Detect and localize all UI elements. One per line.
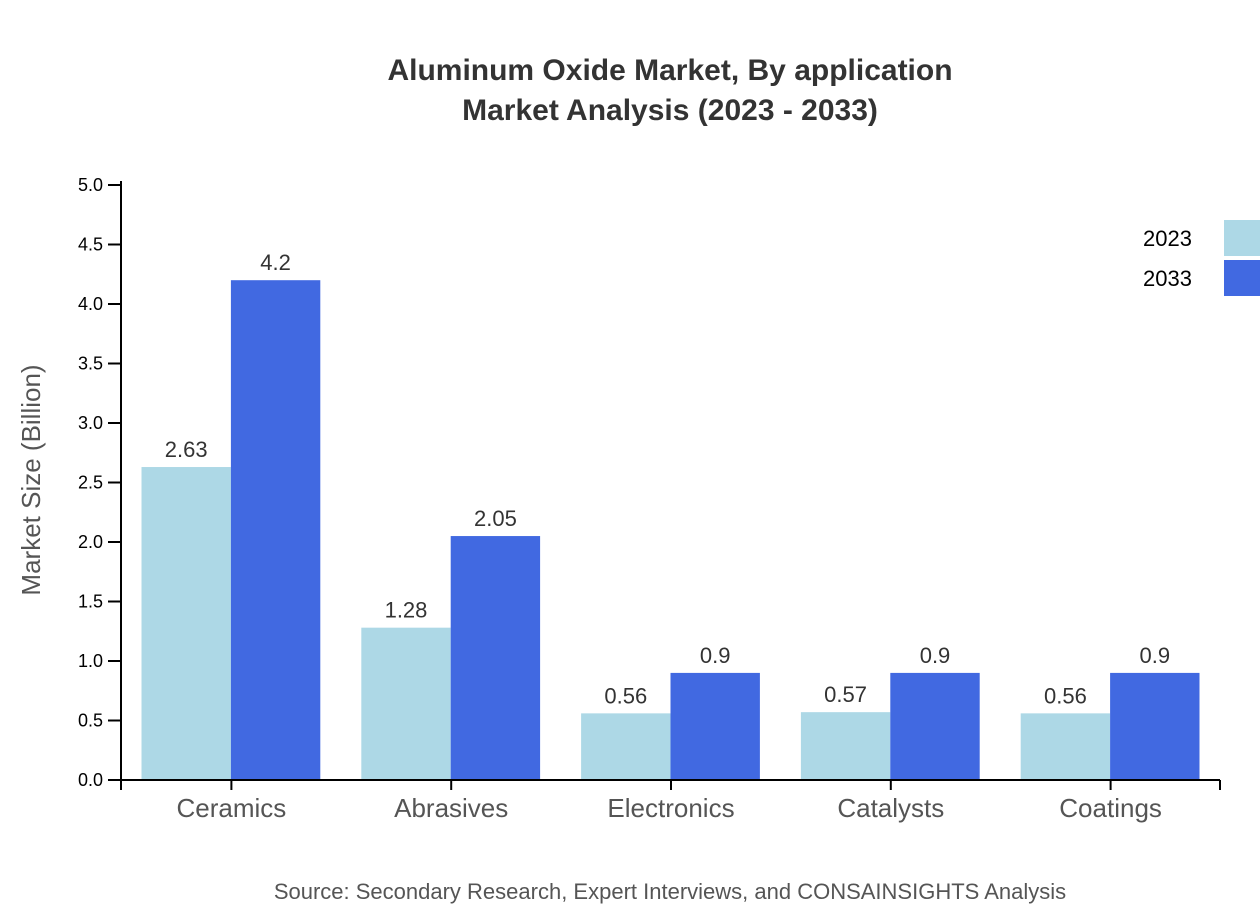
bar-value-label: 0.9	[1140, 643, 1171, 668]
bar-value-label: 0.57	[824, 682, 867, 707]
x-category-label: Catalysts	[837, 793, 944, 823]
bar-2033-electronics	[670, 672, 760, 780]
source-note: Source: Secondary Research, Expert Inter…	[274, 879, 1066, 904]
bar-2023-abrasives	[361, 627, 451, 780]
legend-label: 2033	[1143, 266, 1192, 291]
y-tick-label: 5.0	[78, 175, 103, 195]
bar-2023-coatings	[1020, 713, 1111, 780]
x-category-label: Ceramics	[177, 793, 287, 823]
bar-value-label: 0.56	[604, 683, 647, 708]
bar-value-label: 2.63	[165, 437, 208, 462]
bar-value-label: 0.9	[920, 643, 951, 668]
bar-2033-ceramics	[230, 280, 321, 780]
bar-2023-ceramics	[141, 467, 231, 780]
y-axis: 0.0 0.5 1.0 1.5 2.0 2.5 3.0 3.5 4.0 4.5 5.0	[78, 175, 122, 790]
y-tick-label: 3.5	[78, 354, 103, 374]
y-tick-label: 0.0	[78, 770, 103, 790]
bar-value-label: 1.28	[385, 598, 428, 623]
bar-value-label: 0.56	[1044, 683, 1087, 708]
legend-label: 2023	[1143, 226, 1192, 251]
bar-2023-electronics	[581, 713, 671, 780]
y-tick-label: 1.0	[78, 651, 103, 671]
y-tick-label: 1.5	[78, 592, 103, 612]
legend: 2023 2033	[1143, 220, 1260, 296]
x-category-label: Electronics	[607, 793, 734, 823]
y-tick-label: 4.0	[78, 294, 103, 314]
y-tick-label: 2.0	[78, 532, 103, 552]
x-axis: Ceramics Abrasives Electronics Catalysts Coa…	[121, 779, 1221, 823]
legend-swatch-2023	[1224, 220, 1260, 256]
bar-value-label: 4.2	[260, 250, 291, 275]
x-category-label: Coatings	[1059, 793, 1162, 823]
chart-subtitle: Market Analysis (2023 - 2033)	[462, 94, 878, 127]
bar-2033-abrasives	[450, 536, 541, 780]
bar-value-label: 0.9	[700, 643, 731, 668]
y-tick-label: 0.5	[78, 711, 103, 731]
y-tick-label: 4.5	[78, 235, 103, 255]
bar-value-label: 2.05	[474, 506, 517, 531]
y-tick-label: 3.0	[78, 413, 103, 433]
bar-2033-coatings	[1110, 672, 1200, 780]
bars: 2.63 4.2 1.28 2.05 0.56 0.9 0.57 0.9 0.56 0.9	[141, 250, 1200, 780]
y-axis-label: Market Size (Billion)	[16, 364, 46, 595]
bar-2023-catalysts	[800, 712, 891, 780]
y-tick-label: 2.5	[78, 473, 103, 493]
bar-2033-catalysts	[890, 672, 980, 780]
chart-title: Aluminum Oxide Market, By application	[387, 54, 952, 87]
legend-swatch-2033	[1224, 260, 1260, 296]
x-category-label: Abrasives	[394, 793, 508, 823]
